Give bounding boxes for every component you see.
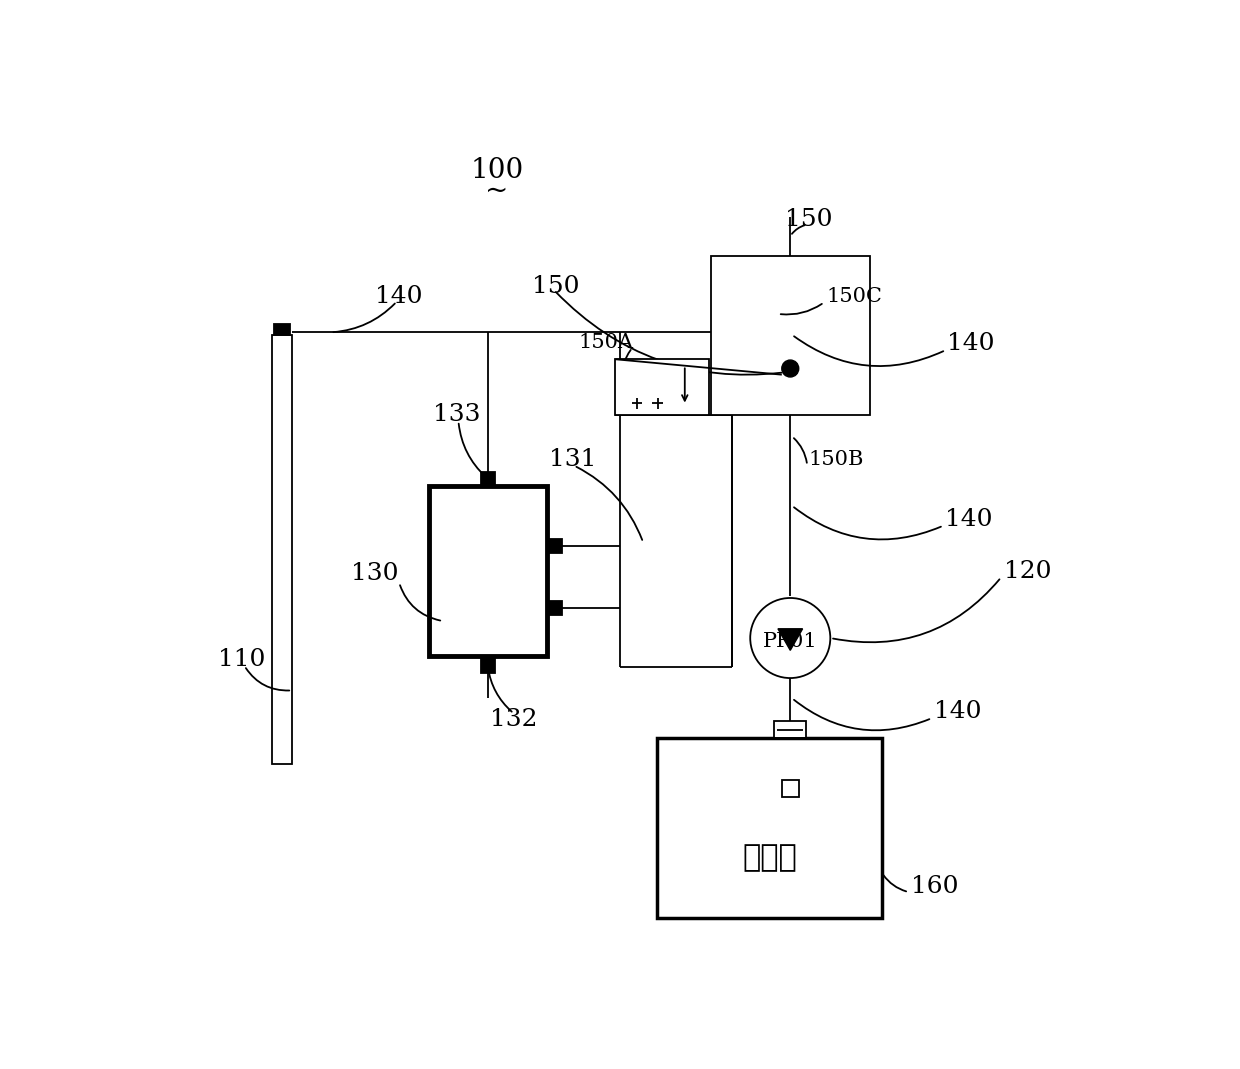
Text: 150: 150 [785, 207, 832, 231]
Bar [481, 472, 495, 486]
Text: 150B: 150B [808, 450, 864, 469]
Text: 100: 100 [470, 157, 523, 184]
Bar [781, 779, 799, 796]
Bar [547, 540, 563, 554]
Bar [615, 359, 708, 415]
Text: 130: 130 [351, 562, 398, 585]
Text: 150C: 150C [826, 286, 883, 306]
Text: 140: 140 [947, 332, 994, 355]
Bar [711, 257, 870, 415]
Text: PP01: PP01 [763, 633, 817, 651]
Text: 废液桶: 废液桶 [742, 842, 797, 873]
Text: 110: 110 [217, 648, 265, 671]
Bar [481, 655, 495, 672]
Text: 132: 132 [490, 708, 538, 731]
Text: 160: 160 [911, 876, 959, 898]
Bar [274, 324, 290, 335]
Text: 131: 131 [548, 448, 596, 470]
Circle shape [781, 360, 799, 377]
Bar [429, 486, 547, 655]
Bar [774, 722, 806, 738]
Text: 140: 140 [374, 284, 422, 308]
Text: 133: 133 [433, 403, 481, 427]
Bar [272, 335, 293, 763]
Text: 150A: 150A [579, 332, 634, 352]
Text: 150: 150 [532, 275, 579, 297]
Polygon shape [777, 629, 802, 650]
Text: 120: 120 [1003, 559, 1052, 583]
Bar [547, 601, 563, 615]
Bar [657, 738, 882, 917]
Text: 140: 140 [934, 700, 982, 724]
Text: ~: ~ [485, 177, 508, 205]
Circle shape [750, 598, 831, 678]
Text: 140: 140 [945, 508, 992, 531]
